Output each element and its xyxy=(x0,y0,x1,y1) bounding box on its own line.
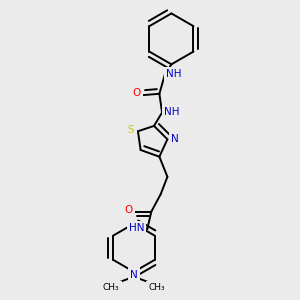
Text: O: O xyxy=(124,205,133,215)
Text: CH₃: CH₃ xyxy=(103,283,119,292)
Text: NH: NH xyxy=(166,69,182,79)
Text: O: O xyxy=(133,88,141,98)
Text: S: S xyxy=(127,125,134,135)
Text: N: N xyxy=(130,269,138,280)
Text: CH₃: CH₃ xyxy=(148,283,165,292)
Text: NH: NH xyxy=(164,107,180,117)
Text: HN: HN xyxy=(129,223,144,233)
Text: N: N xyxy=(171,134,179,144)
